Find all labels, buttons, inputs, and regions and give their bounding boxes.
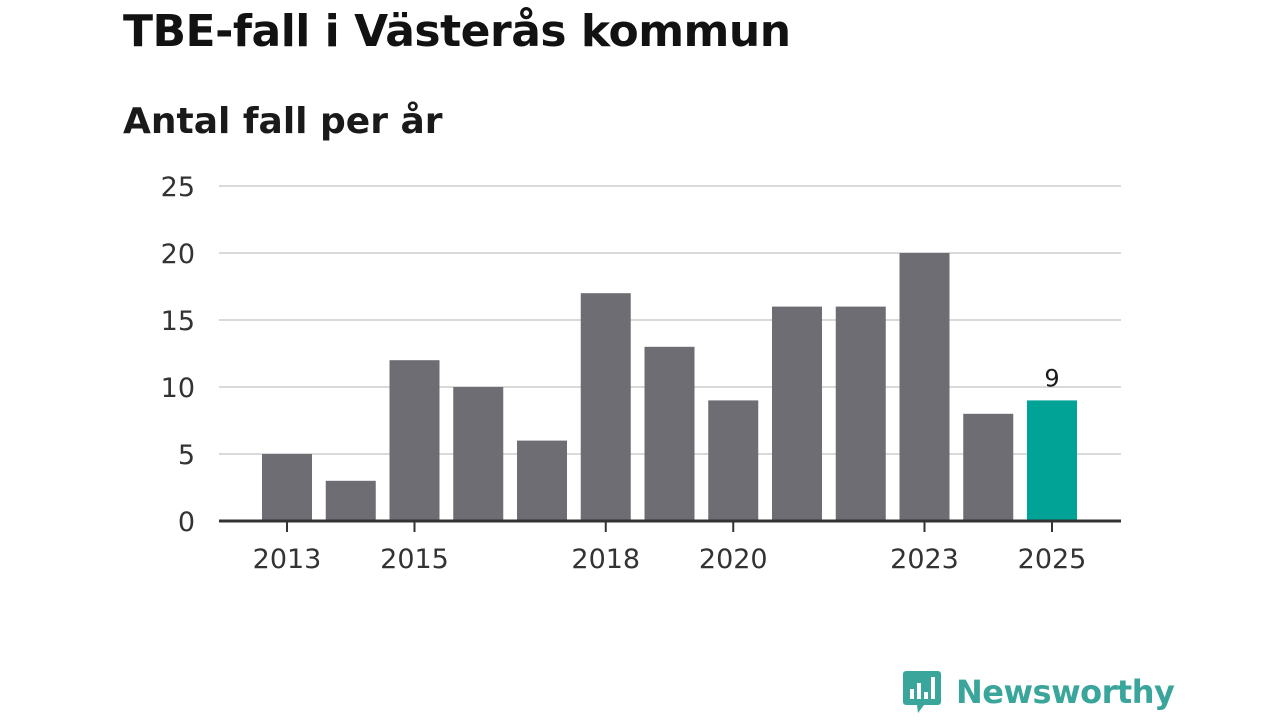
brand-name: Newsworthy (956, 673, 1175, 711)
bar-chart-speech-icon (903, 671, 941, 713)
bar-2017 (517, 440, 567, 521)
chart-subtitle: Antal fall per år (123, 101, 443, 142)
y-tick-label: 15 (161, 306, 195, 337)
x-tick-label: 2018 (571, 544, 640, 575)
y-axis-tick-labels: 0 5 10 15 20 25 (161, 172, 195, 538)
x-tick-label: 2013 (253, 544, 322, 575)
chart-title: TBE-fall i Västerås kommun (123, 6, 791, 57)
x-tick-label: 2025 (1018, 544, 1087, 575)
bar-2023 (899, 253, 950, 521)
bar-2022 (835, 306, 886, 521)
x-axis (219, 519, 1121, 532)
bar-2018 (580, 293, 631, 521)
bar-2015 (389, 360, 440, 521)
bar-2014 (325, 480, 376, 521)
bar-2025 (1027, 400, 1077, 521)
x-tick-label: 2023 (890, 544, 959, 575)
bar-2019 (644, 346, 695, 521)
data-labels: 9 (1044, 364, 1059, 392)
y-tick-label: 5 (178, 440, 195, 471)
y-tick-label: 10 (161, 373, 195, 404)
newsworthy-logo: Newsworthy (902, 668, 1175, 716)
data-label: 9 (1044, 364, 1059, 392)
bar-2024 (963, 413, 1014, 521)
x-axis-tick-labels: 2013 2015 2018 2020 2023 2025 (253, 544, 1087, 575)
bar-2013 (262, 454, 312, 521)
bar-2016 (453, 387, 504, 521)
y-tick-label: 25 (161, 172, 195, 203)
bar-2021 (772, 306, 822, 521)
bars (262, 253, 1077, 521)
bar-2020 (708, 400, 759, 521)
y-tick-label: 0 (178, 507, 195, 538)
x-tick-label: 2015 (380, 544, 449, 575)
x-tick-label: 2020 (699, 544, 768, 575)
y-tick-label: 20 (161, 239, 195, 270)
